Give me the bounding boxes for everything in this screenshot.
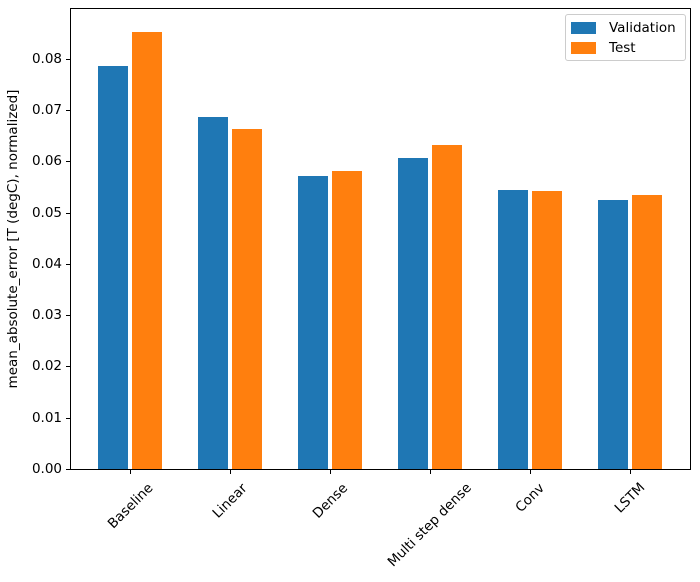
x-tick-label-linear: Linear (209, 480, 251, 521)
legend-item-validation: Validation (571, 18, 679, 38)
y-tick-0.01 (66, 417, 70, 419)
x-tick-linear (230, 470, 231, 474)
x-tick-conv (530, 470, 531, 474)
legend: Validation Test (565, 14, 686, 61)
x-tick-multi-step-dense (430, 470, 431, 474)
y-tick-label-0.07: 0.07 (31, 102, 62, 118)
legend-swatch-validation (571, 21, 596, 34)
y-tick-label-0.02: 0.02 (31, 358, 62, 375)
y-tick-label-0.01: 0.01 (31, 409, 62, 426)
x-tick-dense (330, 470, 331, 474)
legend-label-test: Test (609, 39, 636, 56)
bar-validation-lstm (598, 200, 628, 469)
bar-test-linear (232, 129, 262, 469)
y-tick-0.02 (66, 366, 70, 368)
bar-validation-conv (498, 189, 528, 469)
legend-item-test: Test (571, 38, 679, 58)
y-tick-label-0.00: 0.00 (31, 461, 62, 477)
y-tick-0.07 (66, 110, 70, 111)
x-tick-label-lstm: LSTM (611, 479, 649, 517)
bar-test-baseline (132, 32, 162, 469)
y-tick-0.00 (66, 469, 70, 470)
y-tick-label-0.03: 0.03 (31, 307, 62, 324)
x-tick-baseline (130, 470, 131, 474)
x-tick-label-dense: Dense (309, 480, 351, 522)
x-tick-label-baseline: Baseline (104, 479, 157, 532)
y-tick-label-0.08: 0.08 (31, 50, 62, 67)
bar-test-dense (332, 170, 362, 469)
bar-test-lstm (632, 195, 662, 469)
bar-validation-multi-step-dense (398, 158, 428, 469)
y-tick-0.06 (66, 161, 70, 163)
legend-label-validation: Validation (609, 19, 676, 36)
bar-test-multi-step-dense (432, 144, 462, 469)
y-tick-0.05 (66, 212, 70, 214)
y-tick-label-0.06: 0.06 (31, 153, 62, 170)
x-tick-label-multi-step-dense: Multi step dense (384, 480, 475, 571)
plot-area (70, 8, 691, 470)
x-tick-lstm (630, 470, 631, 474)
y-tick-label-0.05: 0.05 (31, 204, 62, 221)
bar-test-conv (532, 190, 562, 469)
y-tick-0.04 (66, 263, 70, 265)
bar-validation-linear (198, 117, 228, 469)
y-tick-label-0.04: 0.04 (31, 255, 62, 272)
bar-validation-baseline (98, 66, 128, 469)
y-axis-title: mean_absolute_error [T (degC), normalize… (5, 89, 21, 389)
bar-validation-dense (298, 175, 328, 469)
x-tick-label-conv: Conv (512, 479, 548, 516)
y-tick-0.03 (66, 315, 70, 317)
legend-swatch-test (571, 41, 596, 54)
y-tick-0.08 (66, 58, 70, 60)
